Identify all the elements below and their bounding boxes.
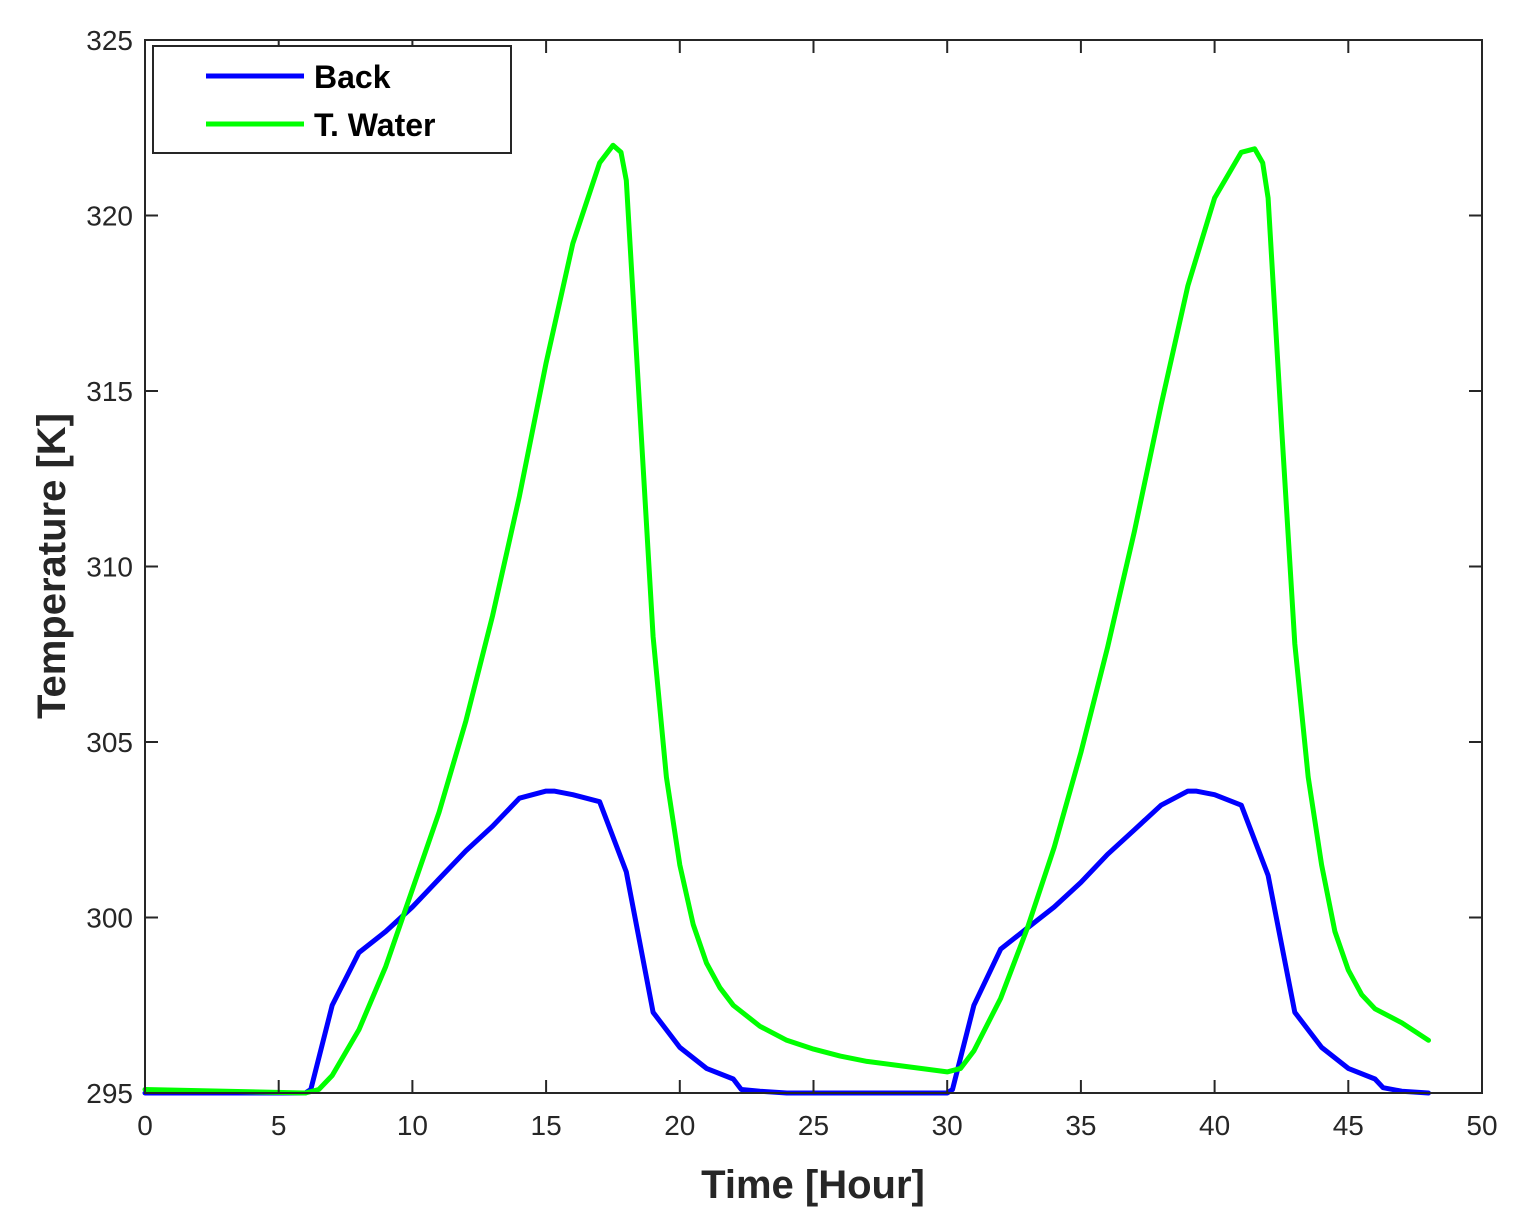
x-tick-label: 40	[1199, 1110, 1230, 1141]
x-axis-title: Time [Hour]	[701, 1163, 925, 1207]
y-tick-label: 300	[86, 903, 133, 934]
x-tick-label: 30	[932, 1110, 963, 1141]
x-tick-label: 15	[531, 1110, 562, 1141]
plot-frame	[144, 39, 1483, 1094]
legend-label-back: Back	[314, 59, 391, 95]
x-tick-label: 35	[1065, 1110, 1096, 1141]
plot-area	[145, 40, 1482, 1093]
legend: Back T. Water	[152, 45, 512, 154]
x-tick-label: 20	[664, 1110, 695, 1141]
x-tick-label: 50	[1466, 1110, 1497, 1141]
y-tick-label: 310	[86, 552, 133, 583]
x-tick-label: 25	[798, 1110, 829, 1141]
x-tick-label: 5	[271, 1110, 287, 1141]
tick-layer: 0 5 10 15 20 25 30 35 40 45 50 295 300 305 310 315 320 32…	[86, 25, 1497, 1141]
x-tick-label: 0	[137, 1110, 153, 1141]
x-tick-label: 45	[1333, 1110, 1364, 1141]
y-tick-label: 295	[86, 1078, 133, 1109]
y-tick-label: 325	[86, 25, 133, 56]
legend-box	[152, 45, 512, 154]
y-tick-label: 320	[86, 201, 133, 232]
series-line-t-water	[142, 142, 1431, 1096]
y-tick-label: 315	[86, 376, 133, 407]
legend-label-t-water: T. Water	[314, 107, 436, 143]
y-tick-label: 305	[86, 727, 133, 758]
x-tick-label: 10	[397, 1110, 428, 1141]
y-axis-title: Temperature [K]	[30, 413, 74, 719]
